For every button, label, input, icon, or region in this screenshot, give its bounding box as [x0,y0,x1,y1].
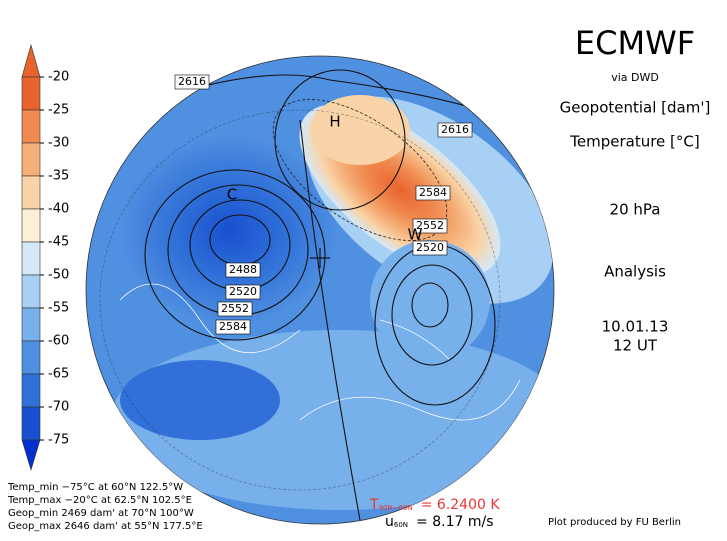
symbol: T [369,497,379,513]
date: 10.01.13 [602,318,669,336]
colorbar-band [21,208,41,243]
credit: Plot produced by FU Berlin [548,517,681,528]
contour-label-box [412,240,448,256]
level: 20 hPa [610,201,661,219]
colorbar-label: -30 [48,136,69,151]
wind: u60N = 8.17 m/s [385,514,493,530]
contour-label-box [225,262,261,278]
symbol: u [385,514,394,530]
colorbar-label: -35 [48,169,69,184]
colorbar-label: -50 [48,268,69,283]
contour-label: 2616 [441,123,469,136]
temp-diff: T90N−60N = 6.2400 K [369,497,500,513]
colorbar-band [21,340,41,375]
field: Temperature [°C] [569,133,699,151]
colorbar-band [21,406,41,441]
center-label: H [329,113,340,131]
contour-label-box [437,122,473,138]
map-labels: 2616 2616 2584 2552 2520 2488 2520 2552 2584 H C W [174,74,473,335]
value: = 6.2400 K [421,497,501,513]
colorbar-band [21,373,41,408]
colorbar-end [21,43,41,78]
colorbar-band [21,142,41,177]
contour-label: 2520 [229,285,257,298]
title: ECMWF [575,24,695,62]
contour-label-box [415,185,451,201]
field: Geopotential [dam'] [560,99,711,117]
kind: Analysis [604,263,666,281]
stat: Geop_min 2469 dam' at 70°N 100°W [8,508,194,519]
center-label: C [227,186,237,204]
colorbar-label: -70 [48,400,69,415]
colorbar-band [21,274,41,309]
colorbar-label: -75 [48,433,69,448]
contour-label: 2488 [229,263,257,276]
colorbar-band [21,175,41,210]
colorbar-label: -55 [48,301,69,316]
colorbar-label: -20 [48,70,69,85]
contour-label-box [174,74,210,90]
colorbar-band [21,307,41,342]
stat: Temp_min −75°C at 60°N 122.5°W [7,482,183,493]
contour-label: 2552 [416,219,444,232]
center-label: W [408,226,423,244]
colorbar-band [21,76,41,111]
time: 12 UT [613,337,658,355]
contour-label-box [217,301,253,317]
colorbar-label: -40 [48,202,69,217]
colorbar-label: -45 [48,235,69,250]
colorbar-label: -60 [48,334,69,349]
colorbar: -20 -25 -30 -35 -40 -45 -50 -55 -60 -65 -70 -75 [21,43,69,472]
stat: Temp_max −20°C at 62.5°N 102.5°E [7,495,192,506]
subscript: 90N−60N [379,504,413,512]
contour-label: 2616 [178,75,206,88]
colorbar-end [21,439,41,472]
contour-label-box [412,218,448,234]
contour-label: 2584 [219,320,247,333]
colorbar-label: -65 [48,367,69,382]
map [85,55,555,525]
colorbar-label: -25 [48,103,69,118]
contour-label-box [225,284,261,300]
stat: Geop_max 2646 dam' at 55°N 177.5°E [8,521,203,532]
contour-label-box [215,319,251,335]
colorbar-band [21,109,41,144]
colorbar-band [21,241,41,276]
source: via DWD [611,71,659,84]
contour-label: 2552 [221,302,249,315]
value: = 8.17 m/s [416,514,493,530]
contour-label: 2584 [419,186,447,199]
subscript: 60N [394,521,408,529]
contour-label: 2520 [416,241,444,254]
